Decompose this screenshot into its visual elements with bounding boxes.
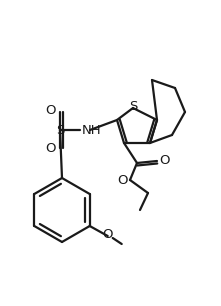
Text: O: O — [118, 174, 128, 186]
Text: S: S — [129, 100, 137, 114]
Text: NH: NH — [82, 124, 102, 136]
Text: O: O — [46, 143, 56, 155]
Text: S: S — [56, 124, 64, 136]
Text: O: O — [159, 155, 169, 167]
Text: O: O — [103, 229, 113, 241]
Text: O: O — [46, 105, 56, 118]
